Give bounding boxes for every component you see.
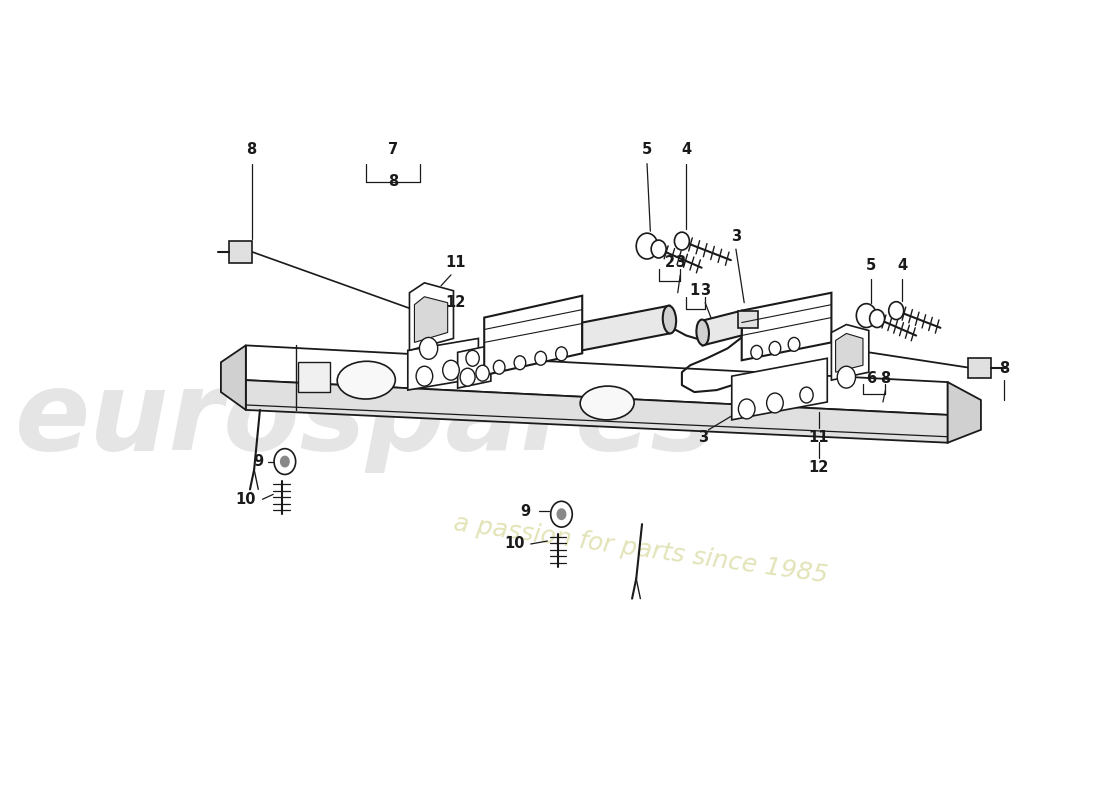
Text: 8: 8 [880,370,891,386]
Polygon shape [703,310,741,346]
Circle shape [551,502,572,527]
Circle shape [837,366,856,388]
Circle shape [476,366,490,381]
Polygon shape [245,380,948,442]
Circle shape [674,232,690,250]
Text: 8: 8 [246,142,256,158]
Circle shape [460,368,475,386]
Text: 5: 5 [866,258,877,274]
Circle shape [419,338,438,359]
Text: 1: 1 [690,283,700,298]
Bar [298,362,330,392]
Text: 10: 10 [504,537,525,551]
Text: 9: 9 [253,454,263,469]
Circle shape [514,356,526,370]
Circle shape [442,360,460,380]
Circle shape [767,393,783,413]
Text: 6: 6 [866,370,877,386]
Text: 9: 9 [520,504,531,518]
Circle shape [279,456,289,467]
Bar [229,241,253,263]
Text: 3: 3 [675,255,685,270]
Circle shape [636,233,658,259]
Circle shape [751,346,762,359]
Text: 11: 11 [446,255,466,270]
Circle shape [889,302,904,319]
Circle shape [494,360,505,374]
Text: 3: 3 [697,430,707,446]
Circle shape [556,347,568,361]
Polygon shape [408,338,478,390]
Circle shape [535,351,547,366]
Circle shape [856,304,877,327]
Text: 12: 12 [446,295,466,310]
Polygon shape [741,293,832,360]
Text: eurospares: eurospares [15,366,717,474]
Polygon shape [245,346,948,415]
Polygon shape [836,334,864,372]
Circle shape [870,310,884,327]
Circle shape [738,399,755,419]
Text: 7: 7 [388,142,398,158]
Polygon shape [221,346,245,410]
Ellipse shape [580,386,634,420]
Ellipse shape [696,319,708,346]
Text: 5: 5 [642,142,652,158]
Polygon shape [582,306,670,350]
Ellipse shape [338,362,395,399]
Polygon shape [832,325,869,380]
Circle shape [651,240,667,258]
Text: 3: 3 [700,283,711,298]
Text: 2: 2 [664,255,674,270]
Text: 4: 4 [896,258,907,274]
Ellipse shape [663,306,676,334]
Text: 4: 4 [681,142,691,158]
Polygon shape [948,382,981,442]
Text: 11: 11 [808,430,829,446]
Text: 3: 3 [730,229,741,244]
Text: 8: 8 [387,174,398,189]
Circle shape [274,449,296,474]
Circle shape [557,508,566,520]
Polygon shape [484,296,582,375]
Text: 10: 10 [235,492,256,507]
Circle shape [769,342,781,355]
Circle shape [789,338,800,351]
Text: 8: 8 [999,361,1010,376]
Bar [738,310,758,329]
Circle shape [466,350,480,366]
Text: a passion for parts since 1985: a passion for parts since 1985 [452,510,829,587]
Polygon shape [415,297,448,342]
Polygon shape [458,346,491,388]
Polygon shape [409,283,453,350]
Text: 12: 12 [808,460,829,475]
Polygon shape [732,358,827,420]
Circle shape [416,366,432,386]
Circle shape [800,387,813,403]
Bar [968,358,991,378]
